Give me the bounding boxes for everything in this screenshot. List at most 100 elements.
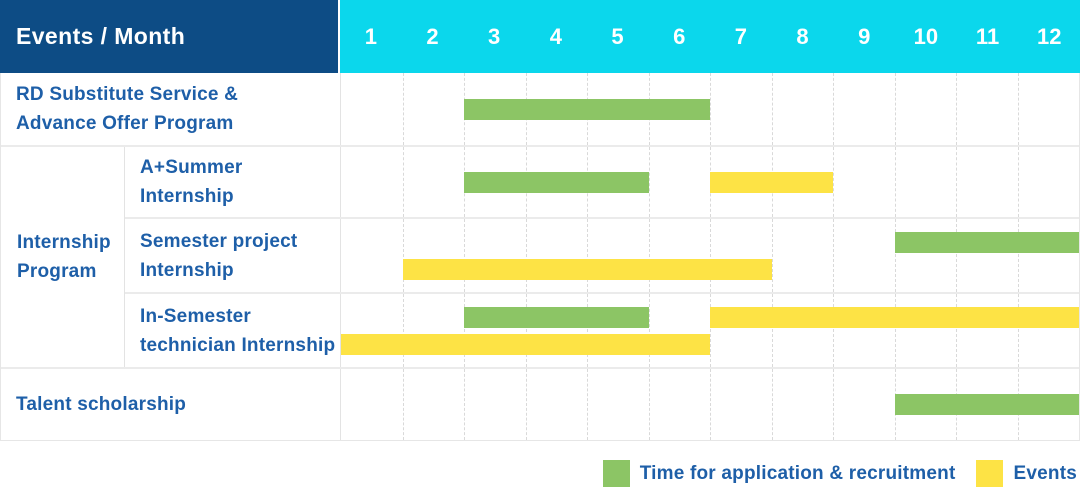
month-gridline [648,219,650,292]
bar-application [464,306,649,328]
legend-item: Events [976,460,1077,487]
page-title: Events / Month [16,23,186,49]
month-gridline [710,369,711,440]
row-timeline [340,147,1079,217]
month-label-3: 3 [488,23,501,49]
month-gridline [1017,294,1019,367]
row-label: Semester project Internship [140,230,298,281]
table-row: RD Substitute Service & Advance Offer Pr… [1,73,1079,145]
month-gridline [402,294,404,367]
row-label: RD Substitute Service & Advance Offer Pr… [16,84,239,134]
row-group: RD Substitute Service & Advance Offer Pr… [1,73,1079,145]
table-row: In-Semester technician Internship [125,292,1079,367]
month-gridline [710,219,711,292]
month-label-9: 9 [858,23,871,49]
table-row: Semester project Internship [125,217,1079,292]
legend-item: Time for application & recruitment [602,460,956,487]
month-header: 1 2 3 4 5 6 7 8 9 10 11 12 [340,0,1080,73]
bar-events [402,258,772,280]
month-gridline [525,219,527,292]
month-gridline [402,73,404,145]
month-gridline [771,219,773,292]
month-gridline [833,73,834,145]
bar-line-bottom [341,333,1079,355]
month-gridline [956,147,957,217]
month-label-10: 10 [913,23,939,49]
row-group: Internship Program A+Summer Internship Sem… [1,145,1079,367]
bar-events [341,333,710,355]
table-row: Talent scholarship [1,369,1079,440]
month-gridline [894,219,896,292]
month-gridline [648,369,650,440]
month-gridline [833,294,834,367]
row-label: A+Summer Internship [140,157,243,207]
legend: Time for application & recruitment Events [0,460,1080,487]
row-timeline [340,369,1079,440]
bar-line-top [341,231,1079,253]
month-gridline [956,294,957,367]
legend-swatch-green [602,460,630,487]
bar-lines [341,294,1079,367]
row-group: Talent scholarship [1,367,1079,440]
bar-line-single [341,98,1079,120]
group-rows: RD Substitute Service & Advance Offer Pr… [1,73,1079,145]
header-title-cell: Events / Month [0,0,340,73]
month-label-5: 5 [611,23,624,49]
month-label-4: 4 [549,23,562,49]
month-gridline [587,219,588,292]
month-gridline [956,73,957,145]
row-label: In-Semester technician Internship [140,305,336,356]
bar-lines [341,369,1079,440]
month-gridline [833,147,834,217]
month-label-8: 8 [796,23,809,49]
table-row: A+Summer Internship [125,147,1079,217]
legend-swatch-yellow [976,460,1004,487]
bar-application [464,171,649,193]
table-body: RD Substitute Service & Advance Offer Pr… [0,73,1080,441]
month-gridline [525,294,527,367]
month-gridline [894,73,896,145]
bar-lines [341,73,1079,145]
month-label-11: 11 [975,23,1000,49]
row-timeline [340,219,1079,292]
month-gridline [587,294,588,367]
bar-application [894,394,1079,415]
month-gridline [648,294,650,367]
legend-label: Events [1013,462,1077,484]
month-gridline [1017,147,1019,217]
month-gridline [833,219,834,292]
month-gridline [648,147,650,217]
month-gridline [464,369,465,440]
bar-line-single [341,394,1079,415]
bar-line-single [341,171,1079,193]
month-gridline [402,219,404,292]
bar-line-top [341,306,1079,328]
month-gridline [771,369,773,440]
month-gridline [1017,73,1019,145]
legend-label: Time for application & recruitment [639,462,956,484]
month-label-6: 6 [673,23,686,49]
bar-lines [341,219,1079,292]
group-rows: A+Summer Internship Semester project Inte… [125,147,1079,367]
bar-events [710,171,833,193]
bar-application [464,98,710,120]
month-gridline [1017,219,1019,292]
bar-lines [341,147,1079,217]
bar-events [710,306,1079,328]
table-header: Events / Month 1 2 3 4 5 6 7 8 9 10 11 12 [0,0,1080,73]
row-timeline [340,73,1079,145]
month-gridline [710,73,711,145]
month-gridline [894,294,896,367]
month-gridline [771,294,773,367]
row-label: Talent scholarship [16,394,187,415]
month-gridline [525,369,527,440]
group-label: Internship Program [1,147,125,367]
month-gridline [894,147,896,217]
month-label-2: 2 [426,23,439,49]
month-gridline [771,73,773,145]
month-gridline [402,147,404,217]
group-rows: Talent scholarship [1,369,1079,440]
bar-line-bottom [341,258,1079,280]
bar-application [894,231,1079,253]
month-gridline [833,369,834,440]
